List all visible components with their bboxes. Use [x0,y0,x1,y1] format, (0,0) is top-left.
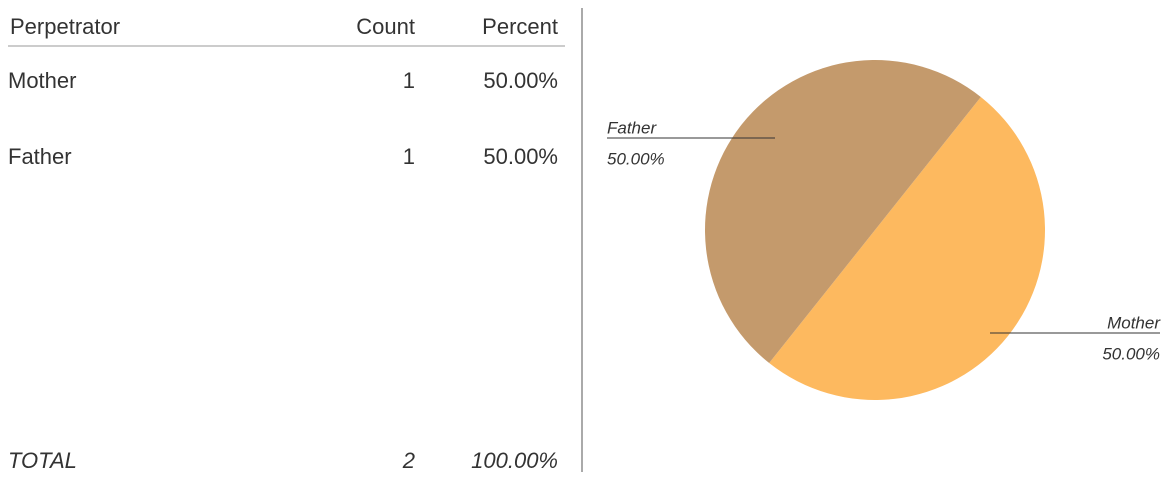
header-cell: Perpetrator [10,14,120,39]
header-cell: Count [356,14,415,39]
pie-slice [769,96,1046,401]
total-percent: 100.00% [471,448,558,473]
slice-value: 50.00% [1102,344,1160,363]
row-count: 1 [403,144,415,169]
table: Perpetrator Count Percent Mother 1 50.00% F… [8,14,565,473]
pie-slice [705,59,981,364]
total-label: TOTAL [8,448,77,473]
header-cell: Percent [482,14,558,39]
pie-chart: Mother 50.00% Father 50.00% [607,59,1161,401]
row-label: Mother [8,68,76,93]
slice-label: Father [607,118,657,137]
row-percent: 50.00% [483,68,558,93]
rows: Mother 1 50.00% Father 1 50.00% [8,68,558,169]
row-count: 1 [403,68,415,93]
total-count: 2 [402,448,415,473]
slice-label: Mother [1107,313,1161,332]
row-label: Father [8,144,72,169]
row-percent: 50.00% [483,144,558,169]
slice-value: 50.00% [607,149,665,168]
